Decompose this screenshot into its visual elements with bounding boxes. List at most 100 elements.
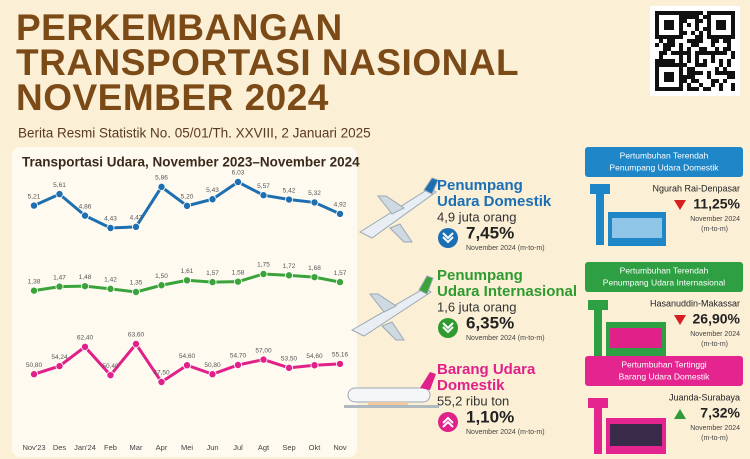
data-point bbox=[182, 361, 191, 370]
data-label: 1,42 bbox=[104, 277, 117, 284]
qr-cell bbox=[711, 59, 715, 63]
data-label: 6,03 bbox=[232, 170, 245, 177]
data-point bbox=[157, 281, 166, 290]
summary-change: 1,10% bbox=[466, 407, 514, 426]
data-label: 4,47 bbox=[130, 215, 143, 222]
qr-cell bbox=[707, 87, 711, 91]
qr-cell bbox=[679, 43, 683, 47]
qr-cell bbox=[719, 51, 723, 55]
qr-cell bbox=[711, 51, 715, 55]
qr-cell bbox=[683, 75, 687, 79]
qr-cell bbox=[671, 39, 675, 43]
x-tick-label: Mar bbox=[130, 443, 143, 452]
data-point bbox=[55, 282, 64, 291]
qr-cell bbox=[727, 39, 731, 43]
data-point bbox=[182, 201, 191, 210]
qr-finder bbox=[664, 20, 674, 30]
qr-cell bbox=[687, 11, 691, 15]
qr-cell bbox=[723, 47, 727, 51]
data-point bbox=[29, 201, 38, 210]
data-point bbox=[310, 198, 319, 207]
qr-cell bbox=[723, 67, 727, 71]
change-icon-glyph bbox=[442, 322, 454, 334]
data-point bbox=[106, 284, 115, 293]
data-label: 4,92 bbox=[334, 202, 347, 209]
airport-heading: Pertumbuhan Terendah bbox=[620, 265, 709, 275]
plane-icon bbox=[350, 275, 434, 341]
qr-cell bbox=[719, 63, 723, 67]
qr-cell bbox=[703, 15, 707, 19]
airport-heading: Barang Udara Domestik bbox=[619, 371, 710, 381]
data-label: 1,50 bbox=[155, 273, 168, 280]
qr-cell bbox=[663, 43, 667, 47]
qr-cell bbox=[691, 39, 695, 43]
qr-cell bbox=[695, 39, 699, 43]
summary-amount: 1,6 juta orang bbox=[437, 299, 517, 314]
qr-cell bbox=[687, 47, 691, 51]
data-label: 1,61 bbox=[181, 268, 194, 275]
data-label: 1,58 bbox=[232, 269, 245, 276]
airport-heading: Pertumbuhan Terendah bbox=[620, 150, 709, 160]
change-icon-glyph bbox=[442, 416, 454, 428]
qr-cell bbox=[683, 63, 687, 67]
data-point bbox=[233, 277, 242, 286]
data-point bbox=[259, 355, 268, 364]
title: NOVEMBER 2024 bbox=[16, 77, 329, 118]
qr-cell bbox=[663, 59, 667, 63]
qr-cell bbox=[715, 51, 719, 55]
qr-cell bbox=[727, 71, 731, 75]
qr-cell bbox=[715, 47, 719, 51]
qr-cell bbox=[691, 11, 695, 15]
data-label: 62,40 bbox=[77, 335, 94, 342]
qr-cell bbox=[687, 15, 691, 19]
qr-cell bbox=[691, 67, 695, 71]
qr-cell bbox=[667, 43, 671, 47]
qr-cell bbox=[687, 75, 691, 79]
qr-cell bbox=[655, 43, 659, 47]
summary-change: 6,35% bbox=[466, 313, 514, 332]
qr-cell bbox=[703, 63, 707, 67]
summary-period: November 2024 (m-to-m) bbox=[466, 335, 545, 342]
qr-cell bbox=[699, 11, 703, 15]
airport-period: November 2024 bbox=[690, 216, 740, 223]
airport-heading-box bbox=[585, 262, 743, 292]
qr-cell bbox=[695, 79, 699, 83]
qr-cell bbox=[683, 31, 687, 35]
qr-cell bbox=[695, 59, 699, 63]
data-label: 1,57 bbox=[334, 270, 347, 277]
airport-heading: Penumpang Udara Internasional bbox=[603, 277, 725, 287]
change-icon-glyph bbox=[442, 232, 454, 244]
data-point bbox=[157, 182, 166, 191]
qr-cell bbox=[691, 75, 695, 79]
qr-cell bbox=[699, 63, 703, 67]
qr-cell bbox=[683, 19, 687, 23]
data-point bbox=[106, 371, 115, 380]
change-arrow bbox=[674, 315, 686, 325]
change-arrow bbox=[674, 200, 686, 210]
data-label: 5,20 bbox=[181, 194, 194, 201]
qr-cell bbox=[687, 39, 691, 43]
data-label: 4,86 bbox=[79, 203, 92, 210]
airport-period: (m-to-m) bbox=[701, 341, 728, 348]
data-point bbox=[310, 361, 319, 370]
data-label: 5,86 bbox=[155, 175, 168, 182]
qr-cell bbox=[723, 39, 727, 43]
qr-cell bbox=[671, 51, 675, 55]
summary-period: November 2024 (m-to-m) bbox=[466, 245, 545, 252]
qr-cell bbox=[695, 15, 699, 19]
qr-cell bbox=[695, 19, 699, 23]
qr-cell bbox=[695, 87, 699, 91]
qr-cell bbox=[679, 51, 683, 55]
qr-cell bbox=[727, 59, 731, 63]
airport-heading-box bbox=[585, 147, 743, 177]
airport-name: Hasanuddin-Makassar bbox=[650, 298, 740, 308]
data-label: 1,75 bbox=[257, 262, 270, 269]
qr-cell bbox=[663, 47, 667, 51]
qr-cell bbox=[691, 87, 695, 91]
summary-title: Udara Internasional bbox=[437, 283, 577, 300]
change-arrow bbox=[674, 409, 686, 419]
data-label: 50,40 bbox=[102, 363, 119, 370]
x-tick-label: Des bbox=[53, 443, 67, 452]
qr-cell bbox=[715, 67, 719, 71]
